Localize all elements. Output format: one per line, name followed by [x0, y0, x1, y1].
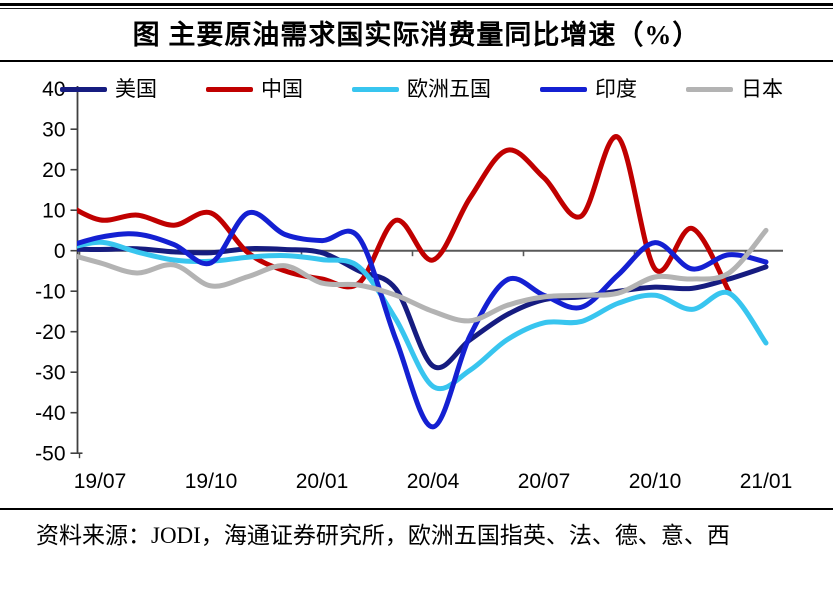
legend-swatch-us	[60, 86, 107, 92]
y-axis-label: 10	[42, 200, 65, 223]
source-note: 资料来源：JODI，海通证券研究所，欧洲五国指英、法、德、意、西	[36, 523, 730, 548]
top-rule-thin	[0, 8, 833, 9]
legend-label-us: 美国	[115, 77, 157, 101]
chart-title: 图 主要原油需求国实际消费量同比增速（%）	[132, 20, 701, 50]
legend-label-china: 中国	[261, 77, 303, 101]
y-axis-label: 30	[42, 119, 65, 142]
legend-label-india: 印度	[595, 77, 637, 101]
legend-item-china: 中国	[206, 78, 303, 100]
legend-label-japan: 日本	[741, 77, 783, 101]
series-line-europe5	[77, 239, 769, 391]
legend-label-europe5: 欧洲五国	[407, 77, 491, 101]
x-axis-label: 19/07	[74, 470, 127, 493]
y-axis-label: 0	[54, 240, 66, 263]
legend-item-india: 印度	[540, 78, 637, 100]
y-axis-label: -20	[35, 321, 65, 344]
legend-item-japan: 日本	[686, 78, 783, 100]
line-chart: 40 30 20 10 0 -10 -20 -30 -40 -50 19/07 19/10 20/01 2…	[35, 78, 793, 493]
y-axis-label: -40	[35, 402, 65, 425]
x-axis-label: 20/01	[296, 470, 349, 493]
series-line-china	[77, 134, 732, 294]
legend-item-us: 美国	[60, 78, 157, 100]
legend-swatch-india	[540, 86, 587, 92]
bottom-rule	[0, 508, 833, 510]
x-axis-label: 20/04	[407, 470, 460, 493]
top-rule-thick	[0, 3, 833, 6]
legend-swatch-europe5	[352, 86, 399, 92]
series-line-japan	[77, 227, 769, 324]
series-line-us	[77, 245, 769, 371]
y-axis-label: -30	[35, 362, 65, 385]
legend-swatch-japan	[686, 86, 733, 92]
plot-series-group	[77, 134, 769, 430]
legend: 美国 中国 欧洲五国 印度 日本	[60, 77, 783, 101]
y-axis-label: 20	[42, 159, 65, 182]
y-axis-label: -10	[35, 281, 65, 304]
legend-item-europe5: 欧洲五国	[352, 78, 491, 100]
x-axis-label: 21/01	[740, 470, 793, 493]
chart-area: 40 30 20 10 0 -10 -20 -30 -40 -50 19/07 19/10 20/01 2…	[0, 58, 833, 504]
footer: 资料来源：JODI，海通证券研究所，欧洲五国指英、法、德、意、西	[0, 508, 833, 554]
y-axis-label: 40	[42, 78, 65, 101]
x-axis-label: 20/10	[629, 470, 682, 493]
series-line-india	[77, 209, 769, 430]
x-axis-label: 20/07	[518, 470, 571, 493]
legend-swatch-china	[206, 86, 253, 92]
y-axis-label: -50	[35, 443, 65, 466]
x-axis-label: 19/10	[185, 470, 238, 493]
title-divider-rule	[0, 60, 833, 62]
